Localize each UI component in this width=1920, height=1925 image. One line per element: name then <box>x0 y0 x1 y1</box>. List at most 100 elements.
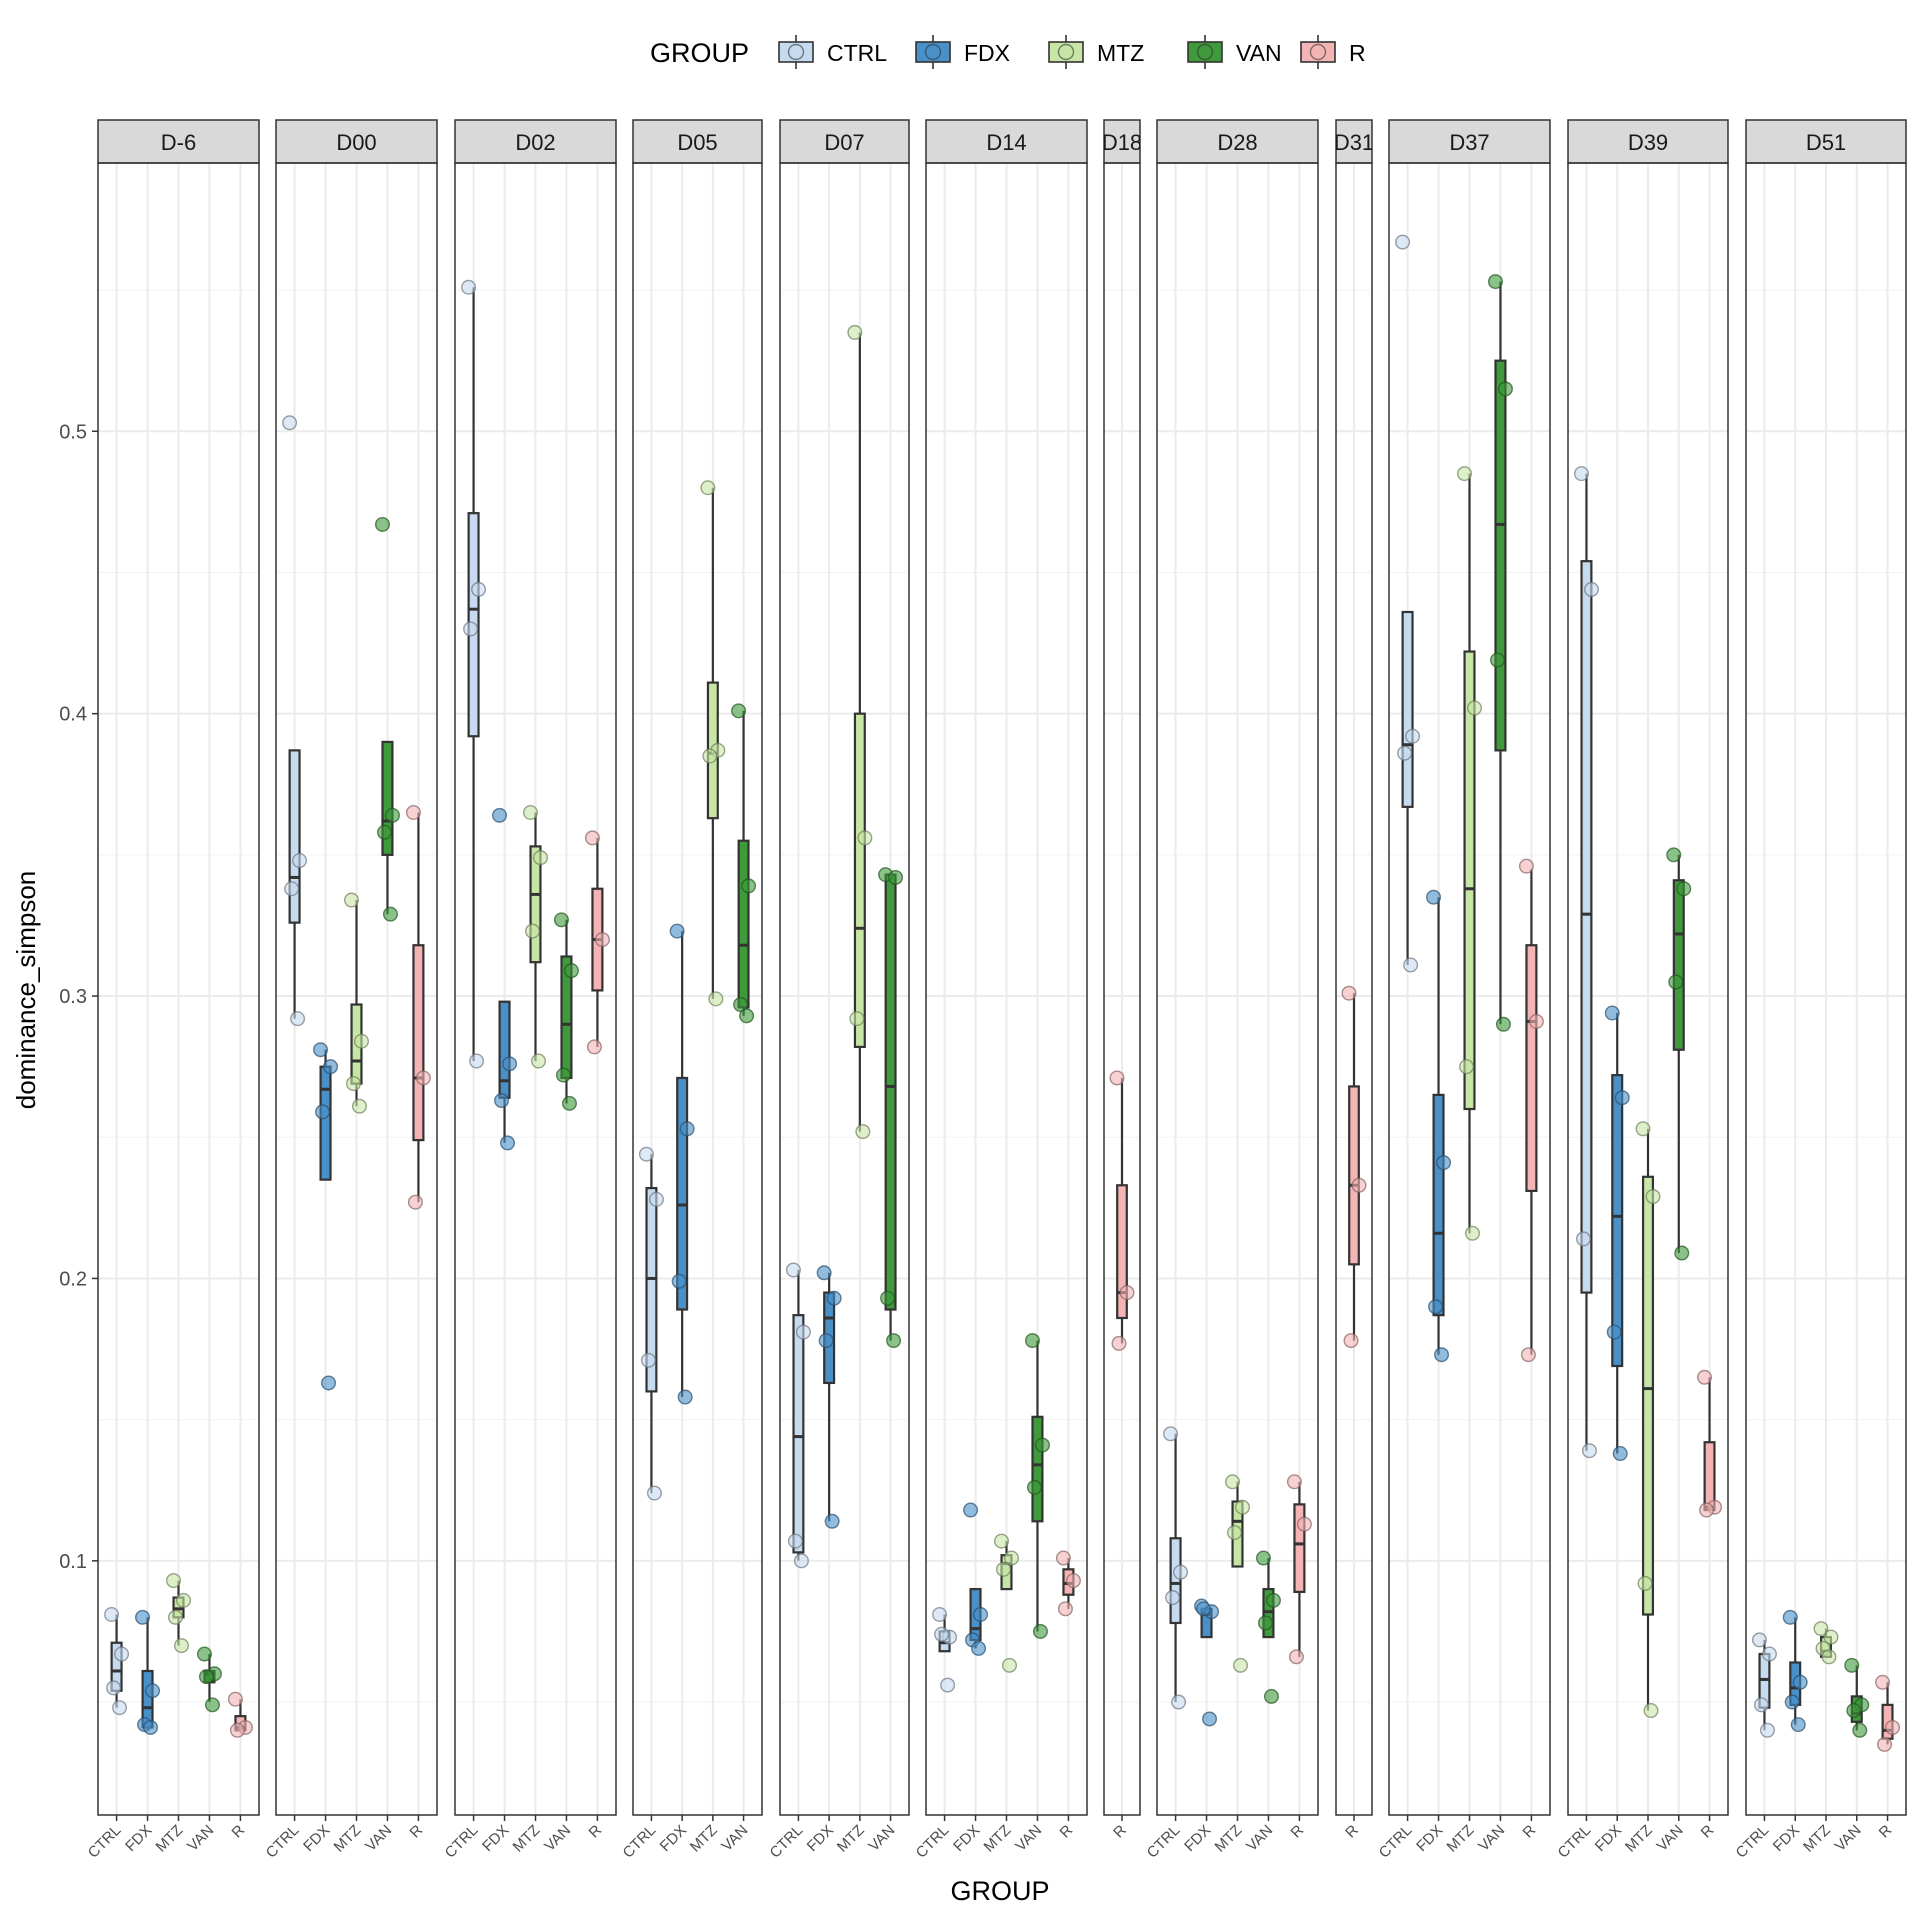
box-d07-fdx <box>816 1265 842 1529</box>
legend-item-fdx: FDX <box>915 35 1010 69</box>
box-d05-van <box>731 703 757 1024</box>
box-d51-van <box>1844 1657 1870 1738</box>
box-d05-mtz <box>700 480 726 1007</box>
box-d05-ctrl <box>638 1146 664 1501</box>
data-point <box>352 1098 368 1114</box>
data-point <box>1257 1615 1273 1631</box>
box-iqr <box>1031 1415 1044 1523</box>
box-d02-van <box>553 912 579 1111</box>
data-point <box>669 923 685 939</box>
data-point <box>1645 1189 1661 1205</box>
data-point <box>500 1135 516 1151</box>
data-point <box>1343 1333 1359 1349</box>
data-point <box>1296 1516 1312 1532</box>
data-point <box>1583 581 1599 597</box>
data-point <box>888 869 904 885</box>
box-d31-r <box>1341 985 1367 1349</box>
data-point <box>1026 1479 1042 1495</box>
y-tick-label: 0.2 <box>59 1268 87 1290</box>
data-point <box>143 1719 159 1735</box>
data-point <box>346 1076 362 1092</box>
x-tick-label: VAN <box>718 1822 751 1855</box>
data-point <box>553 912 569 928</box>
data-point <box>1428 1299 1444 1315</box>
box-iqr <box>1401 610 1414 808</box>
data-point <box>1668 974 1684 990</box>
data-point <box>793 1553 809 1569</box>
data-point <box>1751 1632 1767 1648</box>
data-point <box>407 1194 423 1210</box>
data-point <box>1875 1674 1891 1690</box>
data-point <box>994 1533 1010 1549</box>
box-d-6-ctrl <box>104 1607 130 1716</box>
legend-key-point <box>787 43 805 61</box>
data-point <box>1792 1674 1808 1690</box>
box-d00-van <box>374 516 400 922</box>
data-point <box>463 621 479 637</box>
data-point <box>584 830 600 846</box>
box-d37-r <box>1518 858 1544 1363</box>
data-point <box>561 1095 577 1111</box>
legend-label: VAN <box>1236 40 1282 66</box>
x-tick-label: MTZ <box>981 1822 1015 1856</box>
x-tick-label: VAN <box>184 1822 217 1855</box>
facet-strip <box>1103 119 1141 164</box>
box-d37-ctrl <box>1395 234 1421 973</box>
data-point <box>785 1262 801 1278</box>
x-tick-label: CTRL <box>1555 1822 1595 1862</box>
data-point <box>1395 234 1411 250</box>
facet-strip-label: D02 <box>515 130 555 155</box>
data-point <box>1666 847 1682 863</box>
x-tick-label: R <box>1288 1822 1308 1842</box>
box-iqr <box>498 1000 511 1099</box>
box-d28-mtz <box>1224 1474 1250 1673</box>
box-d05-fdx <box>669 923 695 1405</box>
x-tick-label: FDX <box>1413 1822 1446 1855</box>
x-tick-label: MTZ <box>331 1822 365 1856</box>
data-point <box>1844 1657 1860 1673</box>
box-d07-ctrl <box>785 1262 811 1569</box>
data-point <box>1821 1649 1837 1665</box>
data-point <box>1171 1694 1187 1710</box>
data-point <box>315 1104 331 1120</box>
facet-strip-label: D14 <box>986 130 1026 155</box>
data-point <box>344 892 360 908</box>
box-d39-fdx <box>1604 1005 1630 1462</box>
box-iqr <box>1348 1085 1360 1266</box>
data-point <box>415 1070 431 1086</box>
legend-key-point <box>1196 43 1214 61</box>
data-point <box>204 1697 220 1713</box>
x-tick-label: CTRL <box>85 1822 125 1862</box>
x-axis-title: GROUP <box>950 1876 1049 1906</box>
facet-strip-label: D37 <box>1449 130 1489 155</box>
data-point <box>384 807 400 823</box>
x-tick-label: FDX <box>950 1822 983 1855</box>
x-tick-label: MTZ <box>1212 1822 1246 1856</box>
data-point <box>145 1683 161 1699</box>
data-point <box>700 480 716 496</box>
data-point <box>525 923 541 939</box>
x-tick-label: VAN <box>1475 1822 1508 1855</box>
data-point <box>795 1324 811 1340</box>
x-tick-label: VAN <box>362 1822 395 1855</box>
data-point <box>167 1609 183 1625</box>
box-iqr <box>884 873 897 1311</box>
data-point <box>971 1640 987 1656</box>
data-point <box>290 1011 306 1027</box>
box-d07-mtz <box>847 324 873 1140</box>
x-tick-label: FDX <box>1770 1822 1803 1855</box>
x-tick-label: VAN <box>1243 1822 1276 1855</box>
facet-strip-label: D51 <box>1806 130 1846 155</box>
data-point <box>826 1290 842 1306</box>
x-tick-label: R <box>1698 1822 1718 1842</box>
y-tick-label: 0.3 <box>59 986 87 1008</box>
data-point <box>1109 1070 1125 1086</box>
data-point <box>1614 1090 1630 1106</box>
data-point <box>1637 1575 1653 1591</box>
data-point <box>1024 1333 1040 1349</box>
data-point <box>531 1053 547 1069</box>
box-iqr <box>1116 1184 1128 1320</box>
box-iqr <box>1525 944 1538 1193</box>
